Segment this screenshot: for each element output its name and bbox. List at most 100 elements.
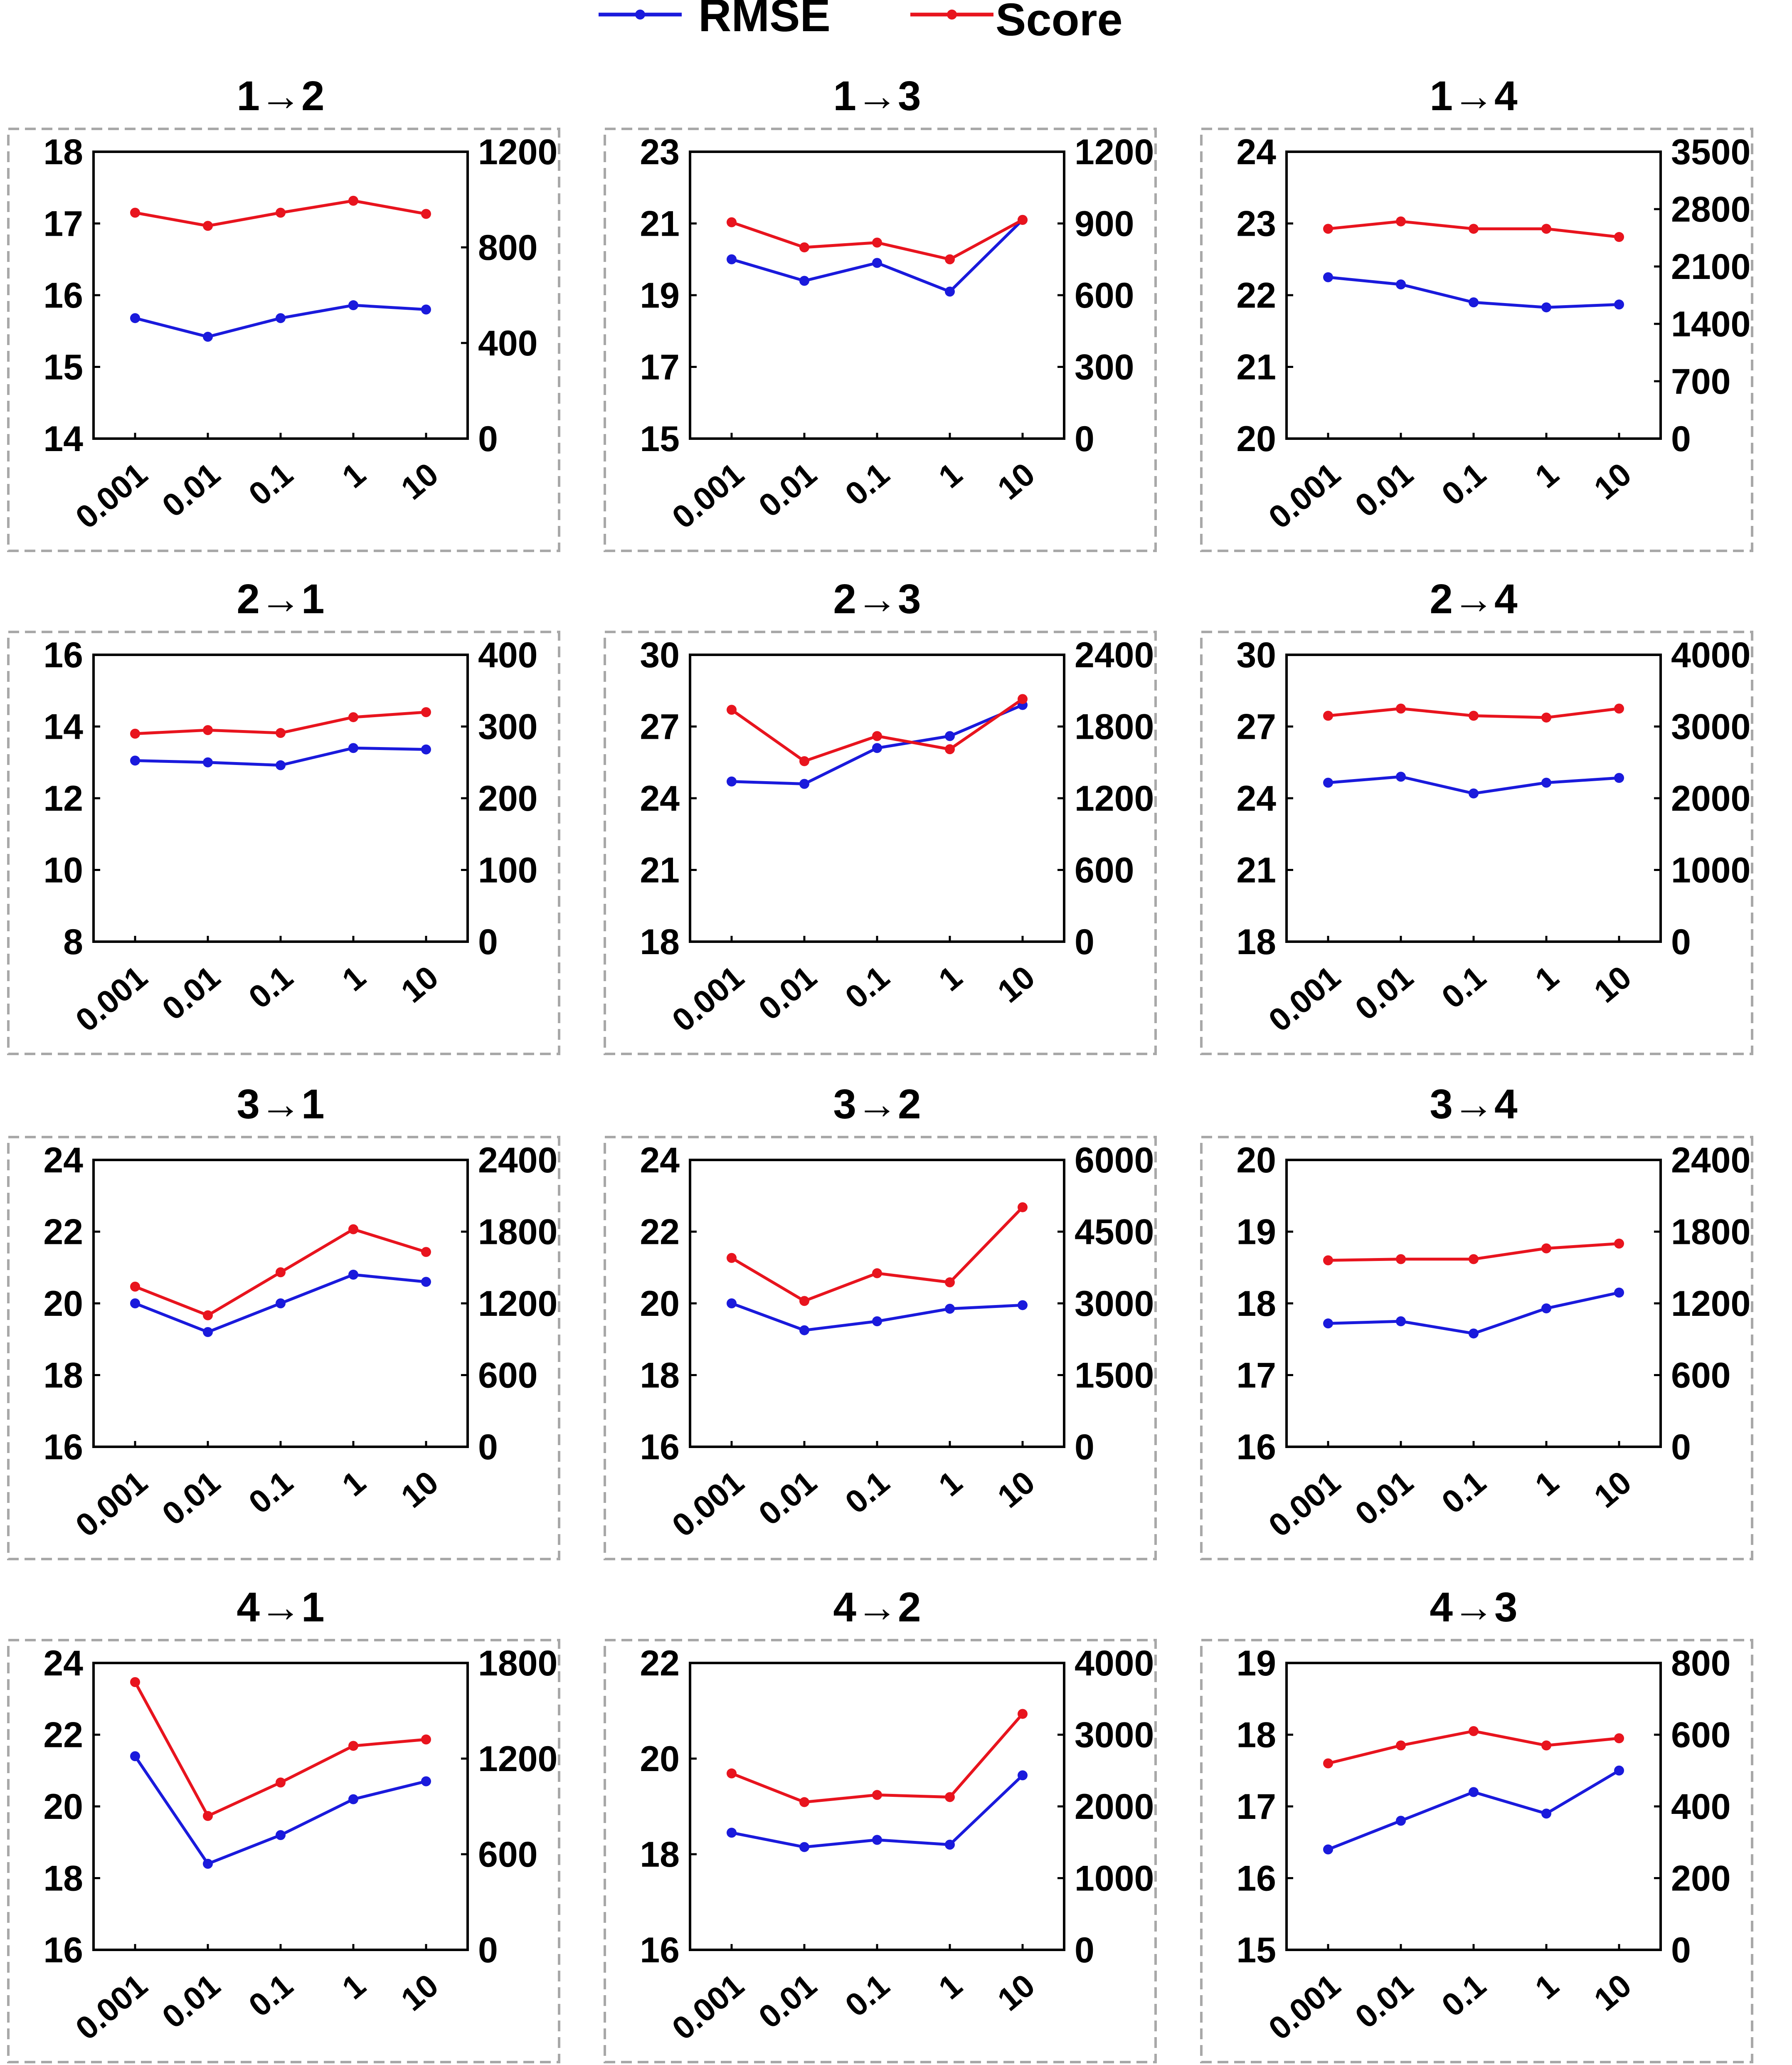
data-point-score (1614, 232, 1624, 242)
right-tick-label: 100 (478, 851, 538, 891)
data-point-rmse (1323, 272, 1333, 282)
panel-1-to-2: 1→2 14 15 16 17 18 0 400 800 1200 0.001 0.01 0.1 1 10 (7, 73, 560, 552)
left-tick-label: 16 (43, 1930, 83, 1970)
panel-frame (604, 631, 1157, 1055)
left-tick-label: 24 (640, 1140, 680, 1180)
left-tick-label: 19 (640, 276, 680, 316)
data-point-rmse (348, 300, 358, 311)
left-tick-label: 17 (1236, 1356, 1276, 1396)
series-line-rmse (1327, 1769, 1620, 1851)
x-tick-label: 10 (1587, 959, 1638, 1010)
data-point-rmse (203, 1327, 213, 1337)
legend-label-score: Score (996, 0, 1123, 45)
left-tick-label: 24 (1236, 132, 1276, 172)
panel-3-to-1: 3→1 16 18 20 22 24 0 600 1200 1800 2400 0.001 0.01 0.… (7, 1081, 560, 1560)
data-point-score (1018, 215, 1028, 225)
right-tick-label: 1800 (478, 1212, 557, 1252)
x-tick-label: 0.001 (1262, 456, 1347, 536)
panel-frame (1200, 128, 1753, 552)
data-point-rmse (1469, 297, 1479, 308)
data-point-score (945, 1792, 955, 1802)
x-tick-label: 0.1 (838, 959, 896, 1016)
data-point-rmse (203, 1859, 213, 1869)
right-tick-label: 0 (478, 922, 498, 962)
data-point-rmse (1018, 1300, 1028, 1310)
series-line-rmse (731, 219, 1024, 293)
right-tick-label: 2400 (1671, 1140, 1750, 1180)
data-point-rmse (1614, 1765, 1624, 1776)
panel-title: 1→4 (1430, 73, 1518, 119)
panel-title: 1→3 (833, 73, 921, 119)
left-tick-label: 27 (1236, 707, 1276, 747)
left-tick-label: 8 (63, 922, 83, 962)
x-tick-label: 0.001 (665, 456, 751, 536)
data-point-score (1541, 1740, 1551, 1751)
series-line-rmse (1328, 1291, 1619, 1335)
panel-frame (1200, 1639, 1753, 2063)
panel-title: 1→2 (237, 73, 324, 119)
x-tick-label: 1 (1528, 959, 1565, 998)
data-point-score (799, 756, 809, 766)
left-tick-label: 14 (43, 707, 83, 747)
right-tick-label: 1200 (1075, 132, 1154, 172)
right-tick-label: 0 (1075, 1427, 1094, 1467)
data-point-rmse (348, 1794, 358, 1804)
right-tick-label: 200 (1671, 1859, 1731, 1899)
data-point-score (727, 1253, 737, 1263)
left-tick-label: 27 (640, 707, 680, 747)
left-tick-label: 17 (640, 348, 680, 387)
left-tick-label: 19 (1236, 1212, 1276, 1252)
panel-frame (1200, 631, 1753, 1055)
series-line-score (133, 1681, 426, 1818)
right-tick-label: 1200 (1671, 1284, 1750, 1324)
x-tick-label: 10 (394, 959, 445, 1010)
right-tick-label: 0 (478, 1427, 498, 1467)
right-tick-label: 1400 (1671, 304, 1750, 344)
right-tick-label: 600 (478, 1835, 538, 1875)
right-tick-label: 0 (1671, 1427, 1691, 1467)
data-point-score (799, 1296, 809, 1306)
data-point-score (348, 1741, 358, 1751)
data-point-rmse (872, 1316, 882, 1327)
left-tick-label: 30 (640, 635, 680, 675)
data-point-rmse (130, 1751, 140, 1762)
data-point-score (348, 1224, 358, 1234)
legend-marker-score (947, 10, 957, 20)
data-point-rmse (1614, 299, 1624, 310)
x-tick-label: 0.01 (155, 456, 227, 524)
right-tick-label: 0 (1671, 1930, 1691, 1970)
data-point-rmse (799, 1842, 809, 1852)
data-point-score (1541, 224, 1551, 234)
data-point-rmse (1396, 279, 1406, 290)
panel-4-to-2: 4→2 16 18 20 22 0 1000 2000 3000 4000 0.001 0.01 0.1… (604, 1584, 1157, 2063)
data-point-rmse (1323, 1318, 1333, 1329)
right-tick-label: 2000 (1671, 779, 1750, 819)
right-tick-label: 2400 (478, 1140, 557, 1180)
right-tick-label: 1000 (1075, 1859, 1154, 1899)
plot-area (1285, 1662, 1662, 1951)
data-point-rmse (348, 1270, 358, 1280)
x-tick-label: 1 (932, 1967, 969, 2006)
panel-frame (604, 1136, 1157, 1560)
left-tick-label: 24 (640, 779, 680, 819)
x-tick-label: 0.1 (838, 456, 896, 513)
data-point-rmse (1018, 1770, 1028, 1781)
x-tick-label: 1 (335, 456, 372, 495)
right-tick-label: 300 (478, 707, 538, 747)
panel-frame (604, 128, 1157, 552)
panel-frame (7, 1136, 560, 1560)
right-tick-label: 200 (478, 779, 538, 819)
plot-area (689, 654, 1065, 943)
data-point-rmse (1541, 777, 1551, 788)
right-tick-label: 800 (1671, 1643, 1731, 1683)
data-point-score (276, 207, 286, 218)
panel-title: 4→1 (237, 1584, 324, 1631)
x-tick-label: 1 (335, 1967, 372, 2006)
data-point-score (1396, 1740, 1406, 1751)
data-point-rmse (421, 744, 431, 755)
left-tick-label: 16 (1236, 1427, 1276, 1467)
data-point-score (1396, 1254, 1406, 1264)
right-tick-label: 4000 (1075, 1643, 1154, 1683)
data-point-score (1323, 711, 1333, 721)
